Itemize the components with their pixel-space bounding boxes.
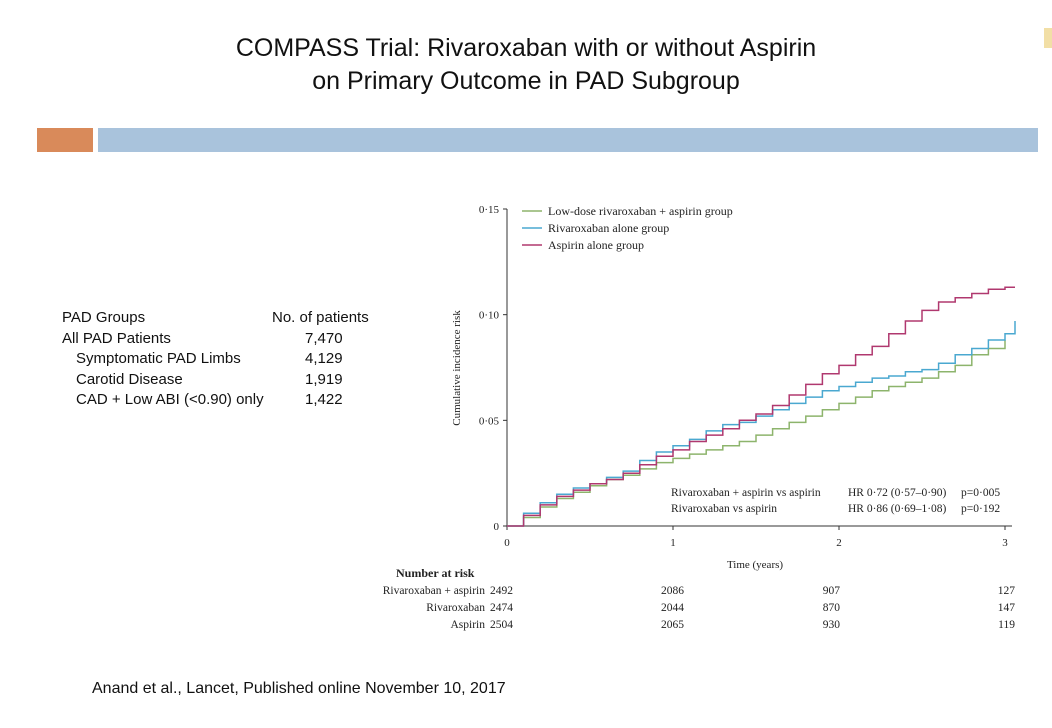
number-at-risk-value: 2065	[661, 619, 684, 631]
number-at-risk-value: 127	[998, 585, 1016, 597]
legend-label: Aspirin alone group	[548, 238, 644, 252]
accent-bar-orange	[37, 128, 93, 152]
pad-row-label: CAD + Low ABI (<0.90) only	[76, 391, 264, 408]
x-tick-label: 3	[1002, 537, 1008, 549]
hr-value: HR 0·86 (0·69–1·08)	[848, 503, 947, 515]
pad-row-value: 1,422	[305, 391, 343, 408]
number-at-risk-value: 2504	[490, 619, 513, 631]
pad-row-label: Symptomatic PAD Limbs	[76, 350, 241, 367]
citation: Anand et al., Lancet, Published online N…	[92, 680, 506, 697]
pad-row-label: All PAD Patients	[62, 329, 171, 347]
corner-mark	[1044, 28, 1052, 48]
legend-label: Rivaroxaban alone group	[548, 221, 669, 235]
x-tick-label: 2	[836, 537, 842, 549]
pad-header-value: No. of patients	[272, 309, 369, 326]
number-at-risk-value: 2474	[490, 602, 513, 614]
x-tick-label: 0	[504, 537, 510, 549]
pad-row-value: 4,129	[305, 350, 343, 367]
hr-comparison: Rivaroxaban + aspirin vs aspirin	[671, 487, 821, 499]
hr-p-value: p=0·192	[961, 503, 1000, 515]
number-at-risk-value: 147	[998, 602, 1016, 614]
number-at-risk-value: 870	[823, 602, 841, 614]
slide-title: COMPASS Trial: Rivaroxaban with or witho…	[0, 32, 1052, 98]
number-at-risk-label: Rivaroxaban + aspirin	[383, 585, 486, 597]
pad-row-label: Carotid Disease	[76, 370, 183, 388]
y-tick-label: 0·10	[479, 310, 500, 322]
number-at-risk-label: Rivaroxaban	[426, 602, 485, 614]
pad-row-value: 1,919	[305, 370, 343, 388]
hr-p-value: p=0·005	[961, 487, 1000, 499]
x-tick-label: 1	[670, 537, 676, 549]
number-at-risk-value: 2086	[661, 585, 684, 597]
number-at-risk-label: Aspirin	[451, 619, 486, 631]
y-tick-label: 0·15	[479, 204, 500, 216]
y-tick-label: 0	[494, 521, 500, 533]
hr-value: HR 0·72 (0·57–0·90)	[848, 487, 947, 499]
legend-label: Low-dose rivaroxaban + aspirin group	[548, 204, 733, 218]
number-at-risk-title: Number at risk	[396, 566, 475, 580]
number-at-risk-value: 907	[823, 585, 841, 597]
number-at-risk-value: 119	[998, 619, 1015, 631]
series-line-3	[507, 286, 1015, 527]
number-at-risk-value: 2492	[490, 585, 513, 597]
slide-title-line-2: on Primary Outcome in PAD Subgroup	[312, 67, 740, 95]
y-tick-label: 0·05	[479, 415, 500, 427]
x-axis-label: Time (years)	[727, 559, 783, 571]
number-at-risk-value: 2044	[661, 602, 684, 614]
y-axis-label: Cumulative incidence risk	[451, 310, 463, 426]
number-at-risk-value: 930	[823, 619, 841, 631]
pad-row-value: 7,470	[305, 329, 343, 347]
slide-title-line-1: COMPASS Trial: Rivaroxaban with or witho…	[235, 34, 817, 62]
accent-bar-blue	[98, 128, 1038, 152]
pad-header-label: PAD Groups	[62, 309, 146, 326]
hr-comparison: Rivaroxaban vs aspirin	[671, 503, 777, 515]
